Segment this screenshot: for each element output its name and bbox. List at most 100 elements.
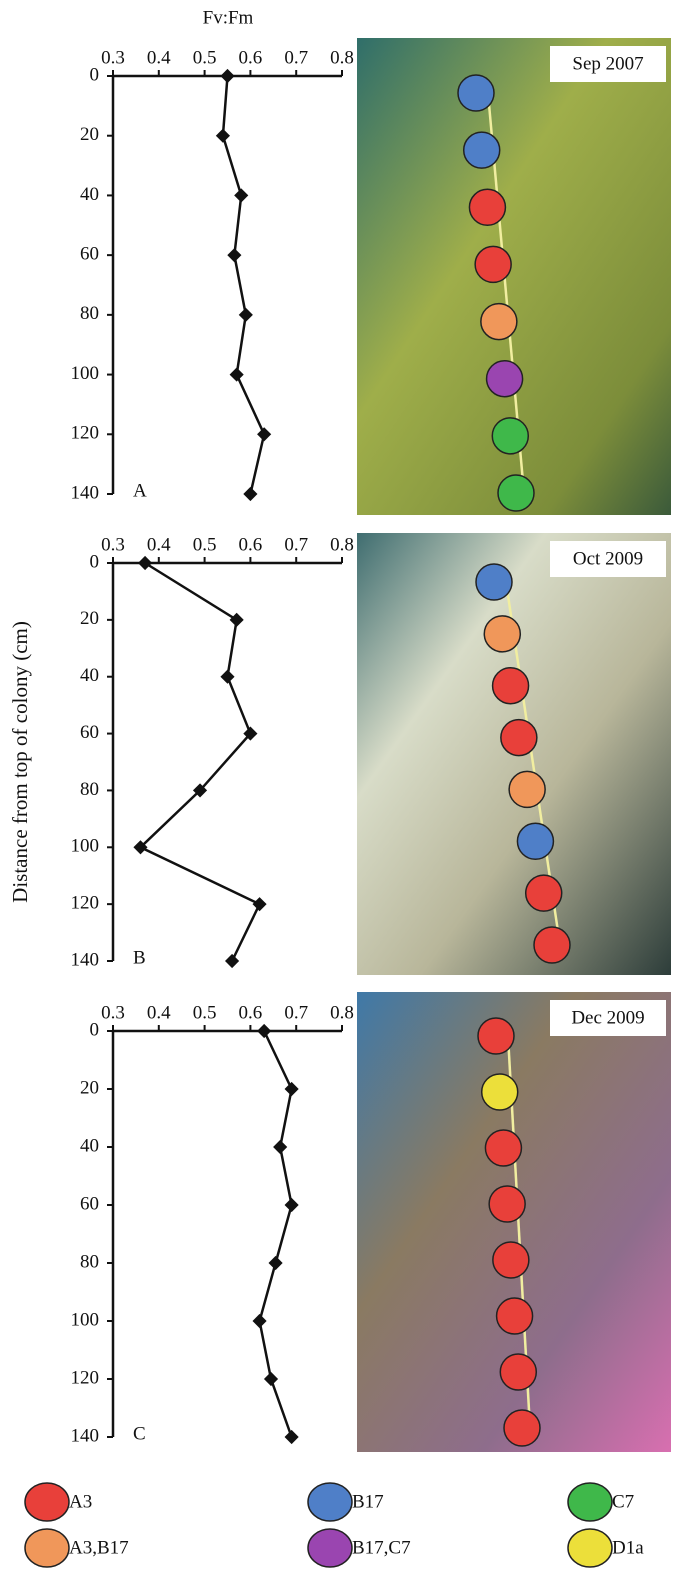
sample-circle	[478, 1018, 514, 1054]
y-tick-label: 40	[80, 184, 99, 205]
data-point	[227, 248, 241, 262]
x-tick-label: 0.4	[147, 534, 171, 555]
sample-circle	[501, 720, 537, 756]
data-point	[285, 1430, 299, 1444]
sample-circle	[484, 616, 520, 652]
data-point	[243, 487, 257, 501]
x-tick-label: 0.7	[284, 47, 308, 68]
sample-circle	[504, 1410, 540, 1446]
legend-label: C7	[612, 1491, 634, 1512]
data-point	[230, 613, 244, 627]
data-line	[140, 563, 259, 961]
legend-label: B17,C7	[352, 1537, 411, 1558]
legend-swatch	[568, 1483, 612, 1521]
data-point	[264, 1372, 278, 1386]
y-tick-label: 100	[71, 836, 100, 857]
sample-circle	[492, 418, 528, 454]
data-point	[285, 1198, 299, 1212]
sample-circle	[481, 304, 517, 340]
data-point	[273, 1140, 287, 1154]
data-point	[138, 556, 152, 570]
x-tick-label: 0.4	[147, 1002, 171, 1023]
y-tick-label: 140	[71, 482, 100, 503]
x-tick-label: 0.8	[330, 534, 354, 555]
sample-circle	[493, 1242, 529, 1278]
y-tick-label: 20	[80, 608, 99, 629]
y-tick-label: 120	[71, 423, 100, 444]
y-tick-label: 140	[71, 949, 100, 970]
y-tick-label: 80	[80, 303, 99, 324]
data-point	[252, 1314, 266, 1328]
y-tick-label: 40	[80, 665, 99, 686]
legend-label: B17	[352, 1491, 384, 1512]
x-tick-label: 0.5	[193, 47, 217, 68]
data-point	[269, 1256, 283, 1270]
y-tick-label: 140	[71, 1425, 100, 1446]
y-tick-label: 100	[71, 1309, 100, 1330]
y-tick-label: 20	[80, 1077, 99, 1098]
sample-circle	[458, 75, 494, 111]
sample-circle	[526, 875, 562, 911]
sample-circle	[509, 771, 545, 807]
y-tick-label: 80	[80, 779, 99, 800]
x-tick-label: 0.3	[101, 1002, 125, 1023]
figure: 0.3 0.4 0.5 0.6 0.7 0.8 0 20 40 60 80 100 120 140 A Fv:…	[0, 0, 673, 1574]
x-tick-label: 0.7	[284, 1002, 308, 1023]
y-tick-label: 0	[90, 551, 100, 572]
y-tick-label: 60	[80, 722, 99, 743]
y-tick-label: 80	[80, 1251, 99, 1272]
legend-swatch	[308, 1483, 352, 1521]
y-tick-label: 40	[80, 1135, 99, 1156]
legend-label: A3,B17	[69, 1537, 129, 1558]
x-tick-label: 0.7	[284, 534, 308, 555]
y-tick-label: 100	[71, 363, 100, 384]
legend-label: D1a	[612, 1537, 644, 1558]
x-tick-label: 0.5	[193, 534, 217, 555]
sample-circle	[476, 564, 512, 600]
x-tick-label: 0.5	[193, 1002, 217, 1023]
data-point	[234, 188, 248, 202]
photo-label: Sep 2007	[572, 53, 643, 74]
panel-label: A	[133, 480, 147, 501]
legend-swatch	[25, 1483, 69, 1521]
photo-label: Oct 2009	[573, 548, 643, 569]
data-point	[239, 308, 253, 322]
sample-circle	[497, 1298, 533, 1334]
sample-circle	[534, 927, 570, 963]
sample-circle	[500, 1354, 536, 1390]
y-tick-label: 120	[71, 1367, 100, 1388]
sample-circle	[487, 361, 523, 397]
x-tick-label: 0.8	[330, 47, 354, 68]
panel-label: B	[133, 947, 146, 968]
data-point	[225, 954, 239, 968]
sample-circle	[493, 668, 529, 704]
y-tick-label: 0	[90, 1019, 100, 1040]
x-tick-label: 0.3	[101, 47, 125, 68]
y-tick-label: 0	[90, 64, 100, 85]
x-tick-label: 0.6	[239, 47, 263, 68]
data-point	[220, 69, 234, 83]
data-point	[252, 897, 266, 911]
photo-label: Dec 2009	[571, 1007, 644, 1028]
data-point	[230, 368, 244, 382]
y-tick-label: 120	[71, 893, 100, 914]
sample-circle	[469, 189, 505, 225]
data-line	[260, 1031, 292, 1437]
x-axis-title: Fv:Fm	[203, 7, 254, 28]
x-tick-label: 0.6	[239, 534, 263, 555]
panel-label: C	[133, 1423, 146, 1444]
sample-circle	[464, 132, 500, 168]
legend-swatch	[25, 1529, 69, 1567]
data-point	[257, 427, 271, 441]
y-axis-title: Distance from top of colony (cm)	[8, 621, 32, 903]
sample-circle	[517, 823, 553, 859]
x-tick-label: 0.4	[147, 47, 171, 68]
legend-swatch	[308, 1529, 352, 1567]
sample-circle	[475, 246, 511, 282]
x-tick-label: 0.6	[239, 1002, 263, 1023]
x-tick-label: 0.3	[101, 534, 125, 555]
data-point	[285, 1082, 299, 1096]
sample-circle	[482, 1074, 518, 1110]
legend-label: A3	[69, 1491, 92, 1512]
x-tick-label: 0.8	[330, 1002, 354, 1023]
